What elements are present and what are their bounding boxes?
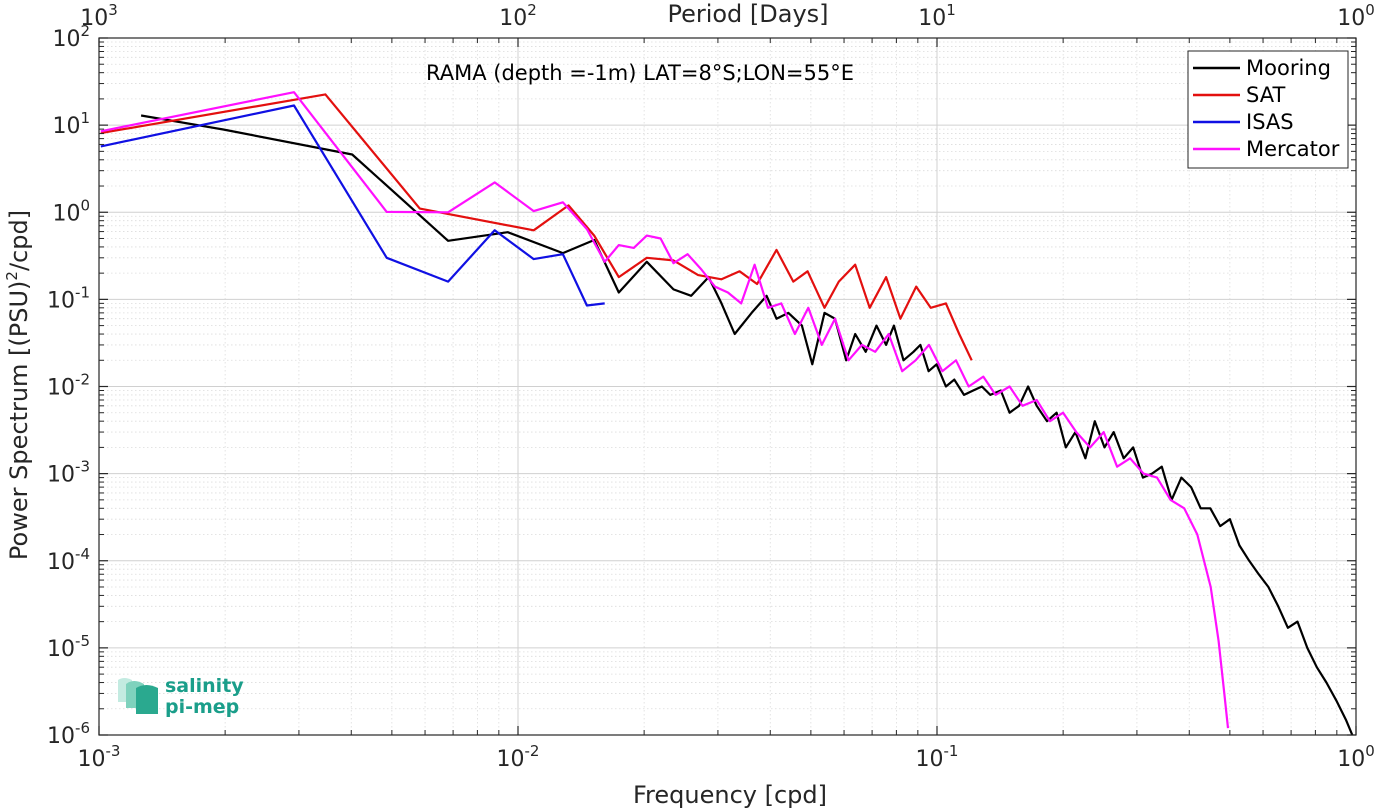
x-axis-label: Frequency [cpd] [633,781,827,809]
series-line-mercator [100,91,1230,729]
y-axis-label-main: Power Spectrum [(PSU) [5,281,33,560]
y-tick-label: 10-1 [47,283,90,313]
top-x-axis-label: Period [Days] [667,0,828,28]
tick-marks [98,37,1357,736]
chart-title: RAMA (depth =-1m) LAT=8°S;LON=55°E [426,61,854,85]
y-tick-labels: 10-6 10-5 10-4 10-3 10-2 10-1 100 101 102 [47,22,90,749]
y-tick-label: 10-5 [47,632,90,662]
y-tick-label: 100 [52,196,90,226]
top-tick-label: 103 [80,1,118,31]
y-tick-label: 10-3 [47,458,90,488]
top-tick-label: 100 [1337,1,1375,31]
y-tick-label: 102 [52,22,90,52]
logo-shape-front [136,685,158,714]
x-tick-label: 10-3 [78,742,121,772]
top-tick-labels: 103 102 101 100 [80,1,1375,31]
y-tick-label: 101 [52,109,90,139]
x-tick-label: 10-1 [916,742,959,772]
x-tick-label: 10-2 [497,742,540,772]
top-tick-label: 101 [918,1,956,31]
series-line-mooring [140,114,1354,736]
series-line-isas [100,104,605,307]
y-tick-label: 10-4 [47,545,90,575]
y-tick-label: 10-6 [47,719,90,749]
y-tick-label: 10-2 [47,371,90,401]
logo-text-line1: salinity [165,675,244,697]
series-layer [100,91,1354,736]
salinity-pi-mep-logo: salinity pi-mep [118,675,244,718]
logo-text-line2: pi-mep [165,696,239,718]
legend-label-sat: SAT [1246,83,1285,107]
legend: Mooring SAT ISAS Mercator [1187,50,1349,169]
legend-label-mooring: Mooring [1246,56,1331,80]
y-axis-label-sup: 2 [3,271,21,281]
legend-items: Mooring SAT ISAS Mercator [1193,56,1340,161]
top-tick-label: 102 [499,1,537,31]
legend-label-mercator: Mercator [1246,137,1340,161]
y-axis-label-unit: /cpd] [5,210,33,271]
y-axis-label: Power Spectrum [(PSU)2/cpd] [3,210,33,560]
legend-label-isas: ISAS [1246,110,1294,134]
series-line-sat [100,93,973,361]
x-tick-labels: 10-3 10-2 10-1 100 [78,742,1375,772]
x-tick-label: 100 [1337,742,1375,772]
